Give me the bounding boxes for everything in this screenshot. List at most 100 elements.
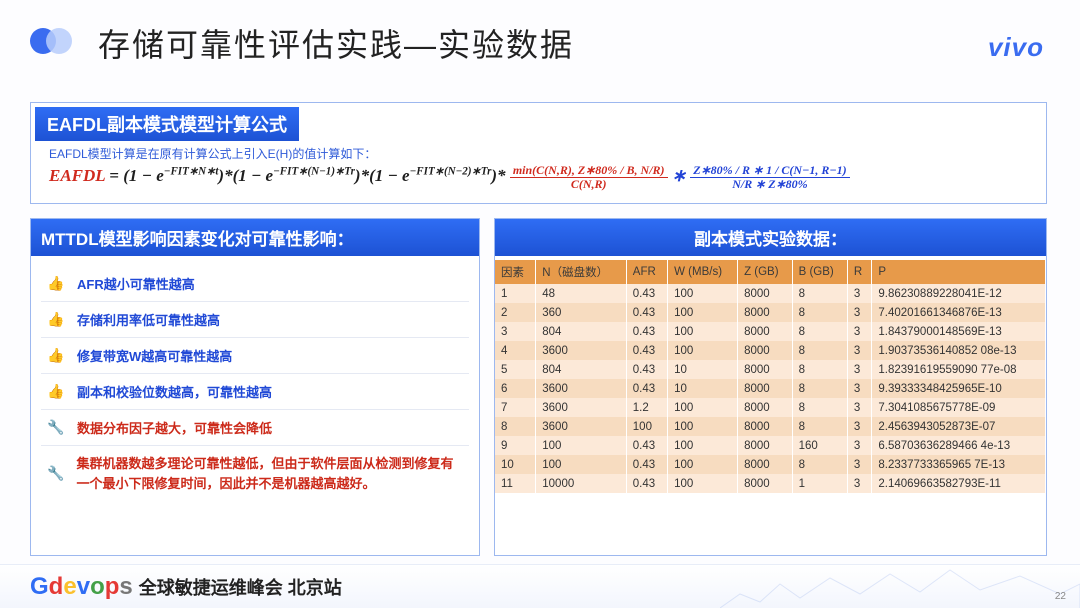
cell: 8 <box>792 322 847 341</box>
footer-subtitle: 全球敏捷运维峰会 北京站 <box>139 574 342 600</box>
table-row: 23600.431008000837.40201661346876E-13 <box>495 303 1046 322</box>
cell: 3 <box>847 455 871 474</box>
cell: 6.58703636289466 4e-13 <box>872 436 1046 455</box>
cell: 100 <box>668 417 738 436</box>
cell: 8000 <box>738 322 793 341</box>
cell: 8000 <box>738 474 793 493</box>
cell: 8000 <box>738 436 793 455</box>
skyline-icon <box>720 564 1080 608</box>
factor-text: 修复带宽W越高可靠性越高 <box>77 346 232 365</box>
cell: 3 <box>847 284 871 303</box>
table-row: 101000.431008000838.2337733365965 7E-13 <box>495 455 1046 474</box>
cell: 0.43 <box>626 322 667 341</box>
cell: 7 <box>495 398 536 417</box>
thumbs-up-icon: 👍 <box>47 275 65 292</box>
cell: 0.43 <box>626 341 667 360</box>
col-header: R <box>847 260 871 284</box>
cell: 1.82391619559090 77e-08 <box>872 360 1046 379</box>
table-row: 11100000.431008000132.14069663582793E-11 <box>495 474 1046 493</box>
factor-text: AFR越小可靠性越高 <box>77 274 195 293</box>
cell: 3 <box>847 398 871 417</box>
footer-logo: Gdevops <box>30 573 133 601</box>
wrench-icon: 🔧 <box>47 465 64 482</box>
cell: 0.43 <box>626 303 667 322</box>
cell: 8 <box>792 417 847 436</box>
cell: 100 <box>536 455 627 474</box>
cell: 1 <box>792 474 847 493</box>
factors-panel: MTTDL模型影响因素变化对可靠性影响： 👍 AFR越小可靠性越高 👍存储利用率低可… <box>30 218 480 556</box>
cell: 8000 <box>738 398 793 417</box>
cell: 8000 <box>738 417 793 436</box>
cell: 8 <box>792 341 847 360</box>
cell: 0.43 <box>626 455 667 474</box>
col-header: 因素 <box>495 260 536 284</box>
cell: 0.43 <box>626 360 667 379</box>
cell: 8000 <box>738 360 793 379</box>
data-table: 因素N（磁盘数）AFRW (MB/s)Z (GB)B (GB)RP 1480.4… <box>495 260 1046 493</box>
cell: 10 <box>668 379 738 398</box>
cell: 4 <box>495 341 536 360</box>
factor-item: 👍 副本和校验位数越高，可靠性越高 <box>41 374 469 410</box>
cell: 3600 <box>536 341 627 360</box>
col-header: N（磁盘数） <box>536 260 627 284</box>
cell: 8 <box>792 303 847 322</box>
col-header: P <box>872 260 1046 284</box>
thumbs-up-icon: 👍 <box>47 383 65 400</box>
cell: 100 <box>536 436 627 455</box>
cell: 7.3041085675778E-09 <box>872 398 1046 417</box>
cell: 5 <box>495 360 536 379</box>
cell: 3 <box>847 303 871 322</box>
brand-logo: vivo <box>988 32 1044 63</box>
cell: 100 <box>668 322 738 341</box>
cell: 9.86230889228041E-12 <box>872 284 1046 303</box>
cell: 10 <box>668 360 738 379</box>
cell: 3 <box>847 341 871 360</box>
factor-item: 🔧 集群机器数越多理论可靠性越低，但由于软件层面从检测到修复有一个最小下限修复时间… <box>41 446 469 501</box>
cell: 3 <box>847 360 871 379</box>
table-row: 38040.431008000831.84379000148569E-13 <box>495 322 1046 341</box>
page-title: 存储可靠性评估实践—实验数据 <box>98 20 574 66</box>
table-row: 836001001008000832.4563943052873E-07 <box>495 417 1046 436</box>
table-row: 736001.21008000837.3041085675778E-09 <box>495 398 1046 417</box>
cell: 100 <box>668 398 738 417</box>
cell: 100 <box>668 436 738 455</box>
cell: 9.39333348425965E-10 <box>872 379 1046 398</box>
cell: 8000 <box>738 455 793 474</box>
cell: 2.4563943052873E-07 <box>872 417 1046 436</box>
cell: 100 <box>668 474 738 493</box>
col-header: AFR <box>626 260 667 284</box>
col-header: B (GB) <box>792 260 847 284</box>
table-row: 436000.431008000831.90373536140852 08e-1… <box>495 341 1046 360</box>
factor-text: 副本和校验位数越高，可靠性越高 <box>77 382 272 401</box>
cell: 11 <box>495 474 536 493</box>
footer: Gdevops 全球敏捷运维峰会 北京站 22 <box>0 564 1080 608</box>
formula-desc: EAFDL模型计算是在原有计算公式上引入E(H)的值计算如下： <box>49 145 1046 162</box>
cell: 100 <box>626 417 667 436</box>
factor-item: 👍存储利用率低可靠性越高 <box>41 302 469 338</box>
factor-list: 👍AFR越小可靠性越高👍存储利用率低可靠性越高👍修复带宽W越高可靠性越高👍副本和… <box>31 256 479 501</box>
page-number: 22 <box>1055 591 1066 602</box>
cell: 3 <box>847 322 871 341</box>
table-row: 58040.43108000831.82391619559090 77e-08 <box>495 360 1046 379</box>
factor-item: 👍 AFR越小可靠性越高 <box>41 266 469 302</box>
table-row: 1480.431008000839.86230889228041E-12 <box>495 284 1046 303</box>
factor-item: 👍修复带宽W越高可靠性越高 <box>41 338 469 374</box>
cell: 100 <box>668 284 738 303</box>
cell: 2 <box>495 303 536 322</box>
factor-text: 数据分布因子越大，可靠性会降低 <box>77 418 272 437</box>
cell: 8000 <box>738 379 793 398</box>
cell: 0.43 <box>626 284 667 303</box>
factor-text: 集群机器数越多理论可靠性越低，但由于软件层面从检测到修复有一个最小下限修复时间，… <box>76 454 463 493</box>
cell: 3 <box>847 474 871 493</box>
table-row: 636000.43108000839.39333348425965E-10 <box>495 379 1046 398</box>
cell: 10 <box>495 455 536 474</box>
factors-header: MTTDL模型影响因素变化对可靠性影响： <box>31 219 479 256</box>
thumbs-up-icon: 👍 <box>47 311 65 328</box>
cell: 100 <box>668 455 738 474</box>
cell: 100 <box>668 341 738 360</box>
cell: 804 <box>536 322 627 341</box>
cell: 3600 <box>536 398 627 417</box>
cell: 8000 <box>738 303 793 322</box>
formula-panel: EAFDL副本模式模型计算公式 EAFDL模型计算是在原有计算公式上引入E(H)… <box>30 102 1047 204</box>
cell: 0.43 <box>626 474 667 493</box>
